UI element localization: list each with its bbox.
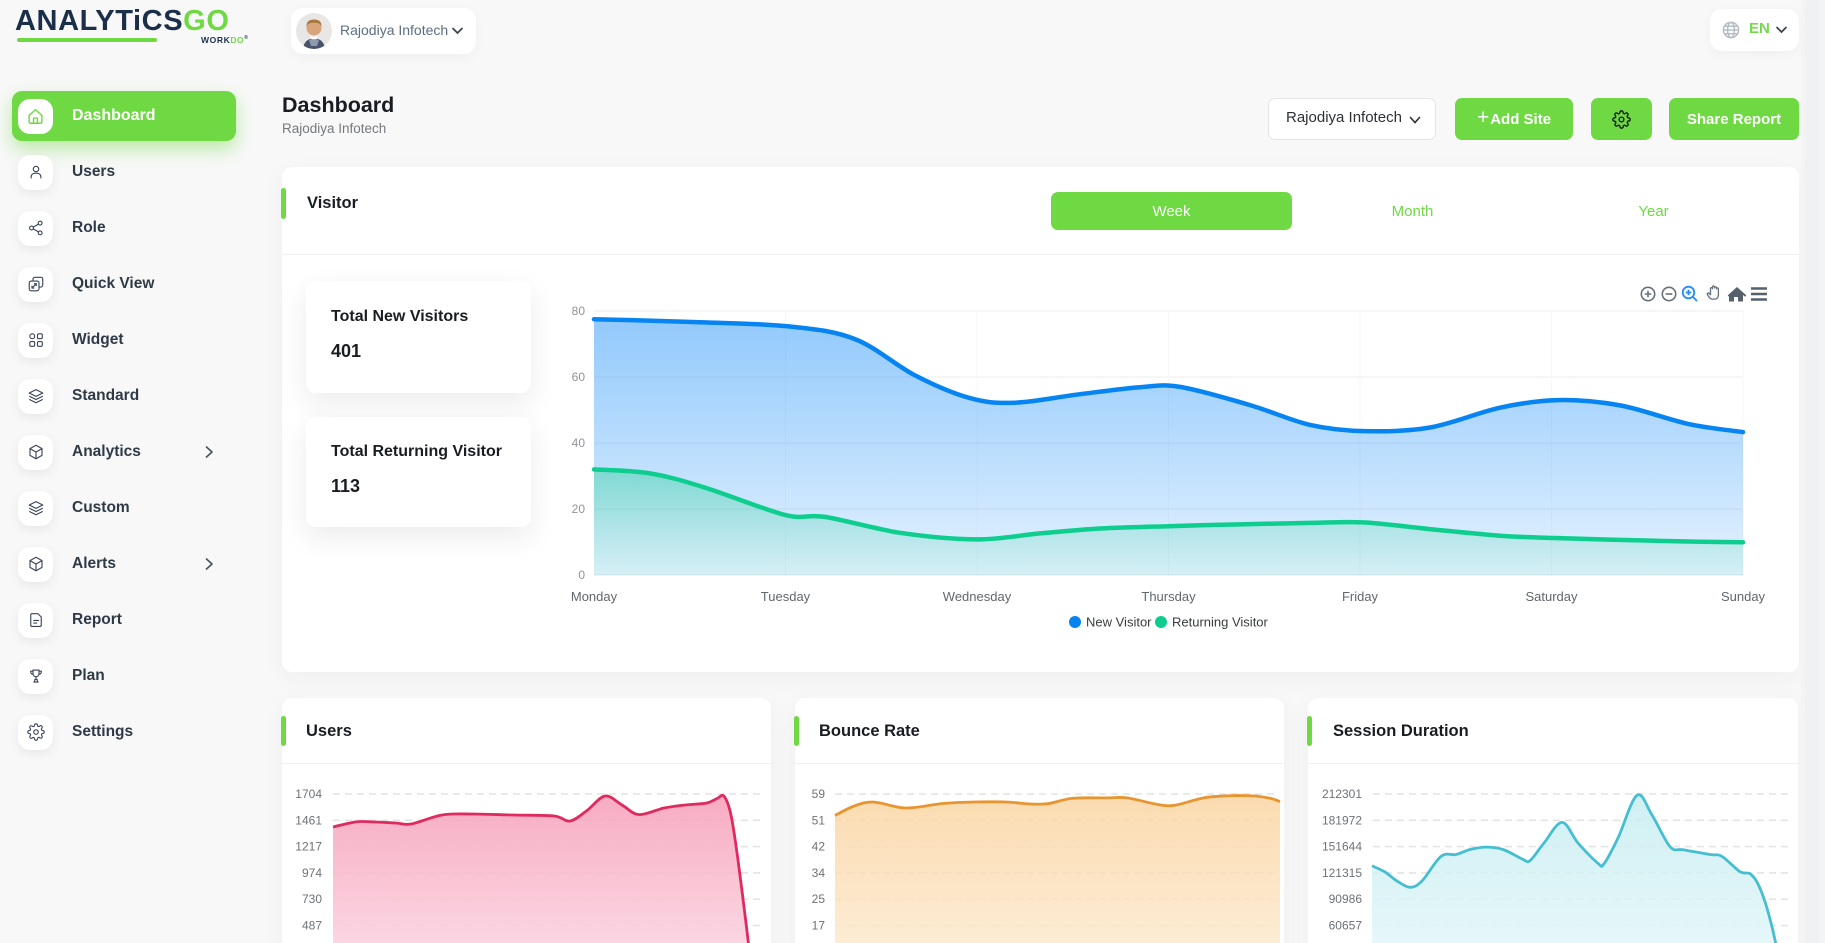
svg-text:40: 40 (572, 436, 586, 450)
svg-text:42: 42 (812, 840, 826, 854)
svg-text:60657: 60657 (1329, 919, 1363, 933)
svg-text:1461: 1461 (295, 813, 322, 827)
svg-text:Saturday: Saturday (1525, 589, 1578, 604)
svg-text:Friday: Friday (1342, 589, 1379, 604)
svg-text:974: 974 (302, 866, 322, 880)
svg-text:Wednesday: Wednesday (943, 589, 1012, 604)
svg-text:25: 25 (812, 892, 826, 906)
svg-text:1217: 1217 (295, 840, 322, 854)
svg-text:34: 34 (812, 866, 826, 880)
svg-text:1704: 1704 (295, 787, 322, 801)
svg-text:New Visitor: New Visitor (1086, 615, 1152, 630)
svg-text:51: 51 (812, 813, 826, 827)
svg-text:17: 17 (812, 919, 826, 933)
svg-text:80: 80 (572, 304, 586, 318)
svg-text:20: 20 (572, 502, 586, 516)
svg-text:487: 487 (302, 919, 322, 933)
svg-text:59: 59 (812, 787, 826, 801)
svg-text:151644: 151644 (1322, 840, 1362, 854)
svg-text:60: 60 (572, 370, 586, 384)
svg-text:Tuesday: Tuesday (761, 589, 811, 604)
svg-text:Returning Visitor: Returning Visitor (1172, 615, 1269, 630)
svg-text:121315: 121315 (1322, 866, 1362, 880)
svg-text:181972: 181972 (1322, 813, 1362, 827)
svg-text:Thursday: Thursday (1141, 589, 1196, 604)
svg-text:Monday: Monday (571, 589, 618, 604)
svg-text:0: 0 (578, 568, 585, 582)
svg-text:Sunday: Sunday (1721, 589, 1766, 604)
svg-text:90986: 90986 (1329, 892, 1363, 906)
svg-text:730: 730 (302, 892, 322, 906)
svg-text:212301: 212301 (1322, 787, 1362, 801)
